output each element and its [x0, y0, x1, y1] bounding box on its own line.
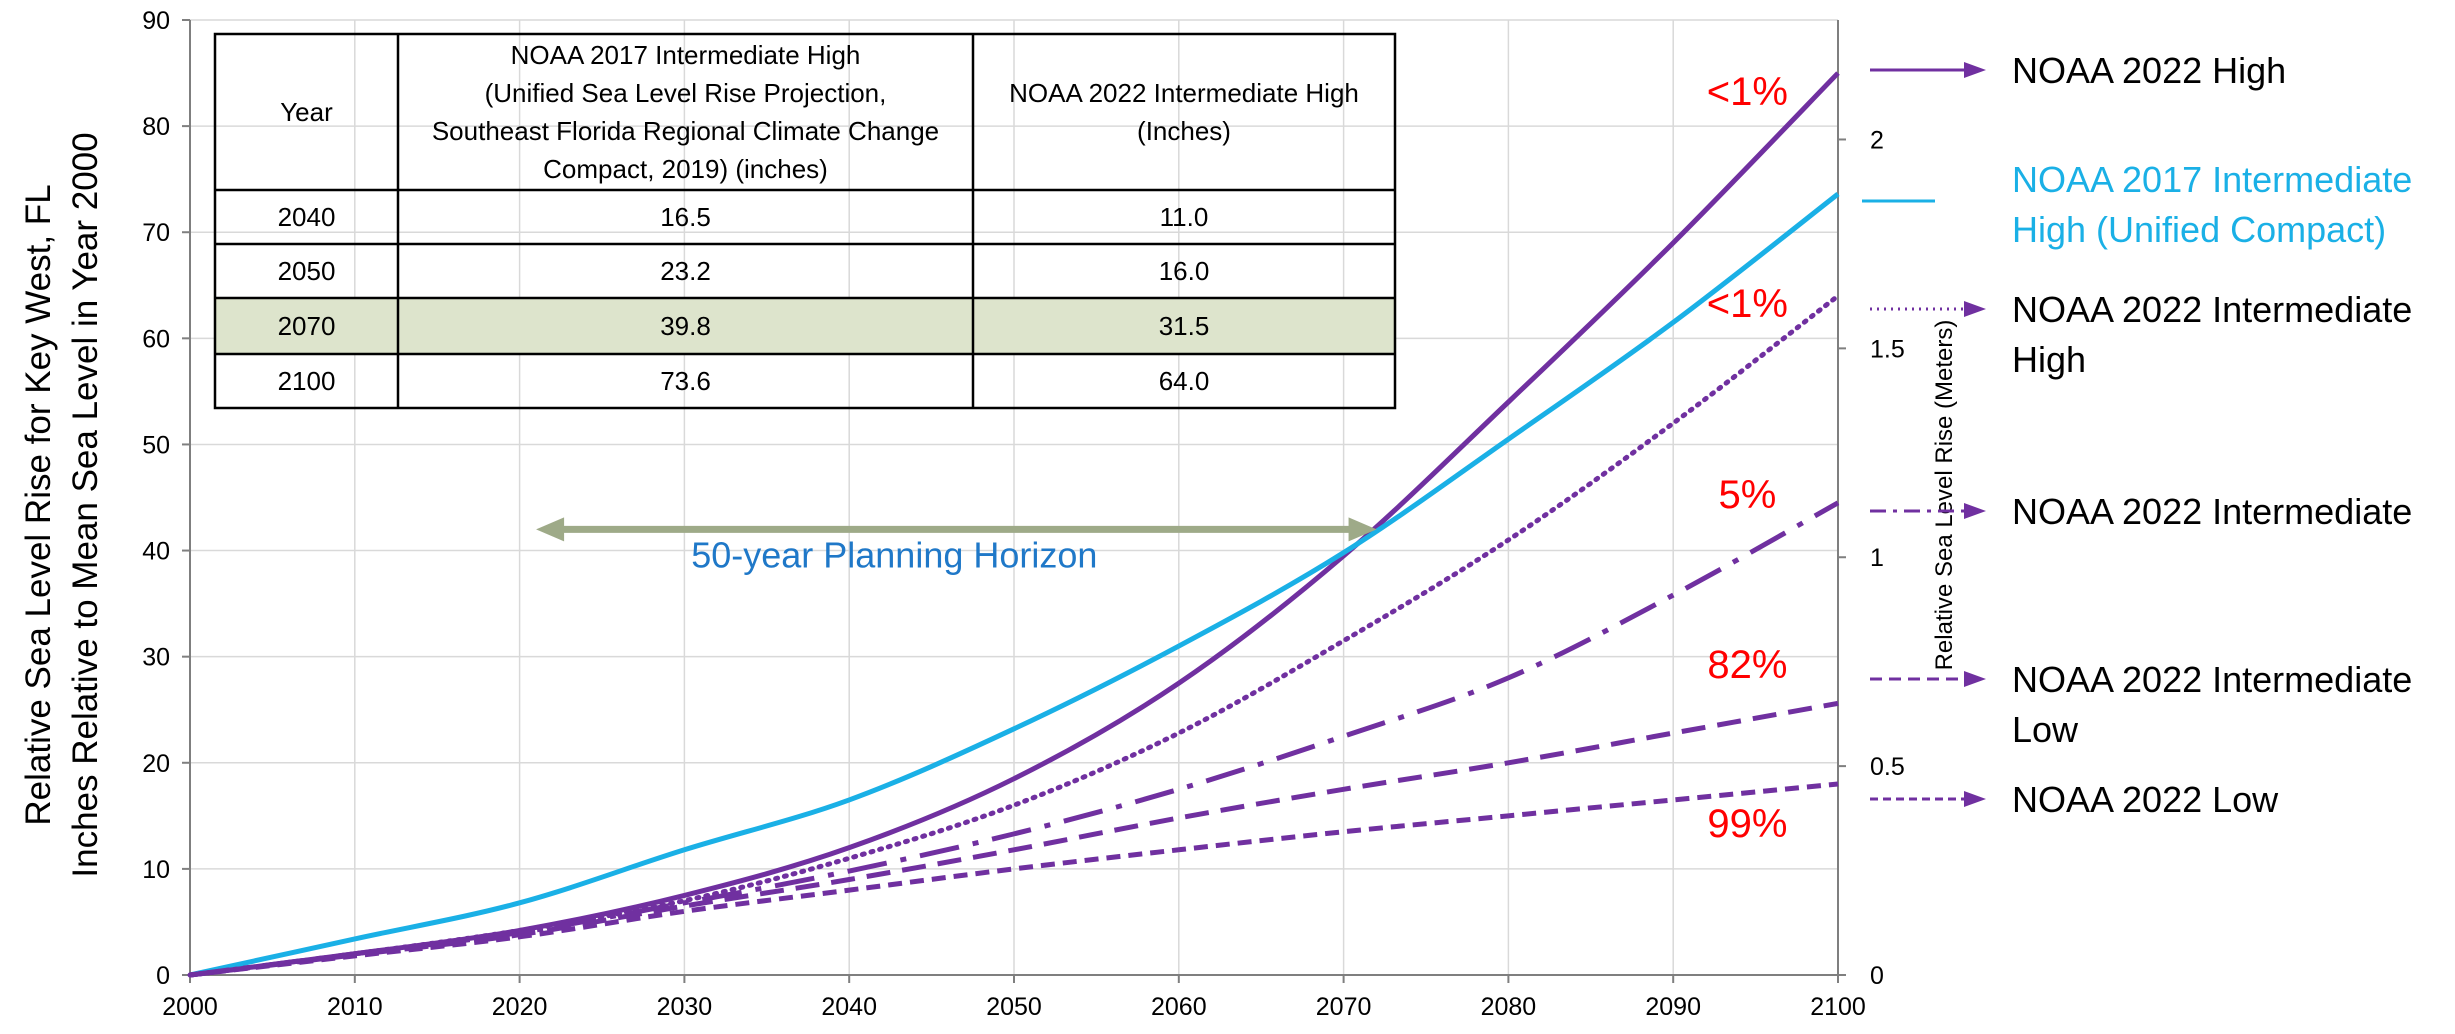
x-tick-label: 2070	[1316, 993, 1372, 1021]
table-cell: 39.8	[660, 311, 711, 341]
x-tick-label: 2060	[1151, 993, 1207, 1021]
y-axis-title-line2: Inches Relative to Mean Sea Level in Yea…	[66, 132, 105, 877]
legend-label: NOAA 2022 High	[2012, 50, 2286, 91]
table-cell: 11.0	[1160, 202, 1209, 232]
table-cell: 31.5	[1159, 311, 1210, 341]
y-tick-label: 30	[142, 644, 170, 672]
legend-label: NOAA 2022 Intermediate	[2012, 491, 2412, 532]
x-tick-label: 2030	[657, 993, 713, 1021]
probability-label: <1%	[1707, 282, 1788, 326]
table-header-cell: (Inches)	[1137, 116, 1231, 146]
table-cell: 2040	[278, 202, 336, 232]
table-header-cell: Compact, 2019) (inches)	[543, 154, 828, 184]
y2-tick-label: 0	[1870, 962, 1884, 990]
table-cell: 64.0	[1159, 366, 1210, 396]
y2-tick-label: 2	[1870, 126, 1884, 154]
legend-label: NOAA 2017 Intermediate	[2012, 159, 2412, 200]
y-tick-label: 0	[156, 962, 170, 990]
y2-tick-label: 1	[1870, 544, 1884, 572]
probability-label: <1%	[1707, 70, 1788, 114]
table-header-cell: Year	[280, 97, 333, 127]
x-tick-label: 2040	[821, 993, 877, 1021]
y-tick-label: 90	[142, 7, 170, 35]
legend-arrowhead-5	[1964, 791, 1986, 807]
table-cell: 16.0	[1159, 256, 1210, 286]
annotations: <1% <1% 5% 82% 99% 50-year Planning Horizon	[536, 70, 1788, 846]
planning-horizon-label: 50-year Planning Horizon	[691, 534, 1097, 575]
y-tick-label: 60	[142, 325, 170, 353]
table-header-cell: (Unified Sea Level Rise Projection,	[485, 78, 887, 108]
legend: NOAA 2022 High NOAA 2017 Intermediate High…	[1862, 50, 2412, 820]
y2-axis-title: Relative Sea Level Rise (Meters)	[1931, 320, 1958, 671]
table-cell: 16.5	[660, 202, 711, 232]
series-line-3	[189, 500, 1840, 978]
table-header-cell: NOAA 2022 Intermediate High	[1009, 78, 1359, 108]
probability-label: 99%	[1707, 802, 1787, 846]
y-tick-label: 20	[142, 750, 170, 778]
legend-label: NOAA 2022 Intermediate	[2012, 659, 2412, 700]
series-line-4	[189, 700, 1839, 978]
legend-arrowhead-3	[1964, 503, 1986, 519]
legend-label: NOAA 2022 Low	[2012, 779, 2279, 820]
table-cell: 23.2	[660, 256, 711, 286]
table-header-cell: NOAA 2017 Intermediate High	[511, 40, 861, 70]
y2-tick-label: 1.5	[1870, 335, 1905, 363]
legend-arrowhead-4	[1964, 671, 1986, 687]
legend-label: NOAA 2022 Intermediate	[2012, 289, 2412, 330]
x-tick-label: 2020	[492, 993, 548, 1021]
y-tick-label: 70	[142, 219, 170, 247]
x-tick-label: 2090	[1645, 993, 1701, 1021]
x-tick-label: 2080	[1481, 993, 1537, 1021]
y-tick-label: 50	[142, 431, 170, 459]
legend-arrowhead-2	[1964, 301, 1986, 317]
table-cell: 2100	[278, 366, 336, 396]
table-cell: 2070	[278, 311, 336, 341]
x-tick-label: 2010	[327, 993, 383, 1021]
series-line-1	[189, 192, 1840, 978]
legend-arrowhead-0	[1964, 62, 1986, 78]
y2-tick-label: 0.5	[1870, 753, 1905, 781]
table-cell: 2050	[278, 256, 336, 286]
table-cell: 73.6	[660, 366, 711, 396]
y-axis-title-line1: Relative Sea Level Rise for Key West, FL	[19, 184, 58, 825]
y-tick-label: 80	[142, 113, 170, 141]
x-tick-label: 2050	[986, 993, 1042, 1021]
series-lines	[187, 71, 1841, 978]
probability-label: 82%	[1707, 643, 1787, 687]
legend-label: High	[2012, 339, 2086, 380]
y-tick-label: 40	[142, 538, 170, 566]
x-tick-label: 2100	[1810, 993, 1866, 1021]
table-header-cell: Southeast Florida Regional Climate Chang…	[432, 116, 939, 146]
table-border	[213, 32, 1397, 410]
y-tick-label: 10	[142, 856, 170, 884]
probability-label: 5%	[1718, 473, 1776, 517]
data-table: Year NOAA 2017 Intermediate High (Unified …	[213, 32, 1397, 410]
planning-horizon-arrowhead-right	[1348, 517, 1377, 542]
table-highlight-row	[215, 298, 1395, 354]
planning-horizon-arrowhead-left	[536, 517, 565, 542]
x-tick-label: 2000	[162, 993, 218, 1021]
legend-label: High (Unified Compact)	[2012, 209, 2386, 250]
legend-label: Low	[2012, 709, 2079, 750]
